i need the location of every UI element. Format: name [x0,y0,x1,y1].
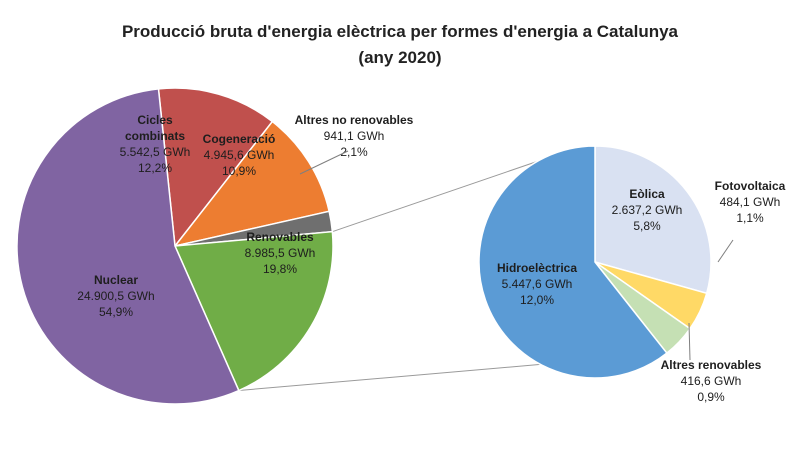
slice-label-percent: 12,0% [520,293,554,307]
slice-label-hidroelectrica: Hidroelèctrica 5.447,6 GWh 12,0% [497,261,577,307]
slice-label-nuclear: Nuclear 24.900,5 GWh 54,9% [77,273,154,319]
slice-label-percent: 1,1% [736,211,764,225]
leader-line [717,239,734,263]
pie-slice-renovables [173,230,334,392]
connector-line-bottom [238,363,541,391]
leader-line [688,322,691,361]
slice-label-value: 2.637,2 GWh [612,203,683,217]
slice-label-fotovoltaica: Fotovoltaica 484,1 GWh 1,1% [715,179,786,225]
slice-label-percent: 12,2% [138,161,172,175]
pie-slice-nuclear [16,88,240,405]
slice-label-percent: 2,1% [340,145,368,159]
slice-label-cogeneracio: Cogeneració 4.945,6 GWh 10,9% [203,132,276,178]
slice-label-percent: 19,8% [263,262,297,276]
connector-line-top [332,161,538,233]
slice-label-altres-no-renovables: Altres no renovables 941,1 GWh 2,1% [295,113,414,159]
slice-label-name: combinats [125,129,185,143]
secondary-pie [478,145,712,379]
slice-label-name: Renovables [246,230,314,244]
slice-label-name: Fotovoltaica [715,179,786,193]
pie-slice-cogeneracio [173,120,331,248]
slice-label-name: Cogeneració [203,132,276,146]
main-pie [16,87,334,405]
pie-slice-cicles-combinats [157,87,274,248]
slice-label-name: Altres no renovables [295,113,414,127]
slice-label-eolica: Eòlica 2.637,2 GWh 5,8% [612,187,683,233]
chart-subtitle: (any 2020) [358,48,441,67]
chart-title: Producció bruta d'energia elèctrica per … [122,22,679,41]
slice-label-name: Altres renovables [661,358,762,372]
slice-label-percent: 0,9% [697,390,725,404]
slice-label-value: 941,1 GWh [324,129,385,143]
slice-label-cicles-combinats: Cicles combinats 5.542,5 GWh 12,2% [120,113,191,175]
pie-slice-hidroelectrica [478,145,668,379]
slice-label-value: 484,1 GWh [720,195,781,209]
pie-slice-eolica [594,145,712,295]
slice-label-percent: 10,9% [222,164,256,178]
slice-label-altres-renovables: Altres renovables 416,6 GWh 0,9% [661,358,762,404]
slice-label-value: 8.985,5 GWh [245,246,316,260]
slice-labels: Cicles combinats 5.542,5 GWh 12,2% Cogenerac… [77,113,785,404]
slice-label-value: 5.542,5 GWh [120,145,191,159]
slice-label-name: Hidroelèctrica [497,261,577,275]
slice-label-value: 24.900,5 GWh [77,289,154,303]
slice-label-value: 416,6 GWh [681,374,742,388]
slice-label-value: 4.945,6 GWh [204,148,275,162]
slice-label-renovables: Renovables 8.985,5 GWh 19,8% [245,230,316,276]
slice-label-name: Eòlica [629,187,665,201]
slice-label-percent: 54,9% [99,305,133,319]
slice-label-value: 5.447,6 GWh [502,277,573,291]
connector-lines [238,161,541,391]
slice-label-name: Cicles [137,113,173,127]
slice-label-name: Nuclear [94,273,138,287]
leader-line [299,150,349,175]
slice-label-percent: 5,8% [633,219,661,233]
